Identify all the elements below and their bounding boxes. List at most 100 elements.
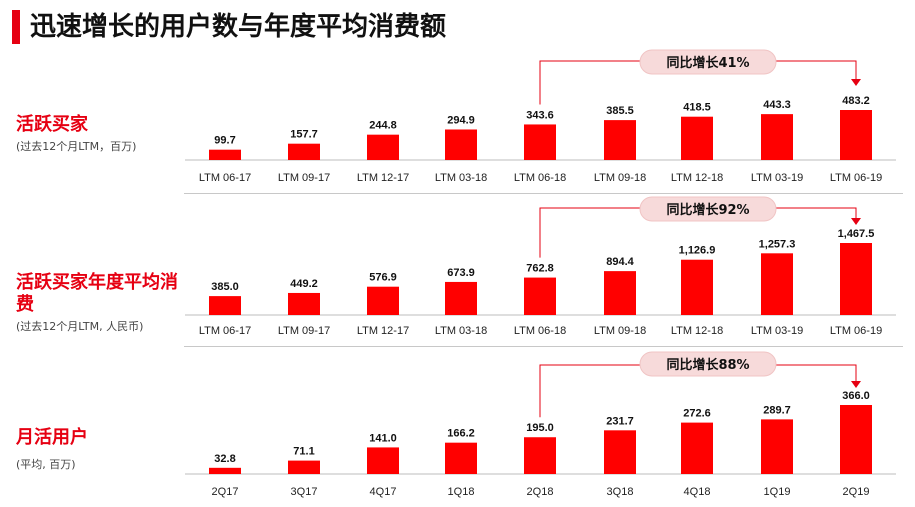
bar (840, 405, 872, 474)
bar (524, 124, 556, 160)
data-label: 294.9 (447, 114, 475, 126)
data-label: 576.9 (369, 272, 397, 284)
data-label: 385.0 (211, 281, 239, 293)
bar (288, 143, 320, 160)
data-label: 366.0 (842, 390, 870, 402)
data-label: 449.2 (290, 278, 318, 290)
bar (209, 467, 241, 474)
tick-label: LTM 06-17 (199, 325, 251, 337)
growth-arrowhead (851, 381, 861, 388)
panel-label-mau: 月活用户 (16, 427, 88, 448)
tick-label: LTM 12-17 (357, 172, 409, 184)
tick-label: LTM 12-18 (671, 325, 723, 337)
bar (681, 116, 713, 160)
growth-pill (639, 351, 777, 377)
tick-label: LTM 09-18 (594, 172, 646, 184)
bar (445, 129, 477, 160)
data-label: 166.2 (447, 428, 475, 440)
tick-label: LTM 06-19 (830, 172, 882, 184)
growth-pill (639, 196, 777, 222)
bar (524, 437, 556, 474)
tick-label: LTM 06-18 (514, 172, 566, 184)
data-label: 1,257.3 (759, 238, 796, 250)
data-label: 289.7 (763, 404, 791, 416)
bar (288, 460, 320, 474)
section-divider-2 (184, 346, 903, 347)
tick-label: LTM 03-18 (435, 325, 487, 337)
data-label: 195.0 (526, 422, 554, 434)
data-label: 1,126.9 (679, 245, 716, 257)
data-label: 1,467.5 (838, 228, 875, 240)
tick-label: 3Q18 (607, 486, 634, 498)
data-label: 673.9 (447, 267, 475, 279)
data-label: 418.5 (683, 102, 711, 114)
bar (681, 422, 713, 474)
bar (367, 447, 399, 474)
growth-pill (639, 49, 777, 75)
data-label: 244.8 (369, 120, 397, 132)
data-label: 141.0 (369, 432, 397, 444)
bar (209, 296, 241, 315)
growth-annotation-text: 同比增长88% (666, 357, 749, 373)
tick-label: LTM 03-18 (435, 172, 487, 184)
data-label: 343.6 (526, 109, 554, 121)
bar (604, 120, 636, 160)
bar (840, 110, 872, 160)
tick-label: 1Q18 (448, 486, 475, 498)
page-title: 迅速增长的用户数与年度平均消费额 (30, 12, 447, 42)
bar (604, 430, 636, 474)
bar (367, 286, 399, 315)
tick-label: 4Q17 (370, 486, 397, 498)
tick-label: 2Q18 (527, 486, 554, 498)
panel-sublabel-active-buyers: (过去12个月LTM，百万) (16, 140, 137, 153)
tick-label: 4Q18 (684, 486, 711, 498)
tick-label: LTM 03-19 (751, 172, 803, 184)
tick-label: LTM 09-17 (278, 325, 330, 337)
data-label: 32.8 (214, 453, 235, 465)
data-label: 99.7 (214, 135, 235, 147)
panel-label-annual-spending: 活跃买家年度平均消费 (16, 272, 178, 315)
bar (761, 114, 793, 160)
bar (840, 243, 872, 315)
data-label: 483.2 (842, 95, 870, 107)
data-label: 272.6 (683, 408, 711, 420)
tick-label: LTM 12-17 (357, 325, 409, 337)
growth-arrowhead (851, 218, 861, 225)
bar (761, 419, 793, 474)
bar (445, 442, 477, 474)
bar (524, 277, 556, 315)
data-label: 231.7 (606, 415, 634, 427)
bar (288, 292, 320, 315)
growth-arrowhead (851, 79, 861, 86)
tick-label: LTM 06-17 (199, 172, 251, 184)
tick-label: 2Q19 (843, 486, 870, 498)
data-label: 71.1 (293, 446, 314, 458)
section-divider-1 (184, 193, 903, 194)
panel-sublabel-mau: (平均, 百万) (16, 458, 76, 471)
tick-label: 2Q17 (212, 486, 239, 498)
tick-label: LTM 09-18 (594, 325, 646, 337)
title-accent-bar (12, 10, 20, 44)
panel-sublabel-annual-spending: (过去12个月LTM, 人民币) (16, 320, 144, 333)
bar (761, 253, 793, 315)
growth-annotation-text: 同比增长92% (666, 202, 749, 218)
bar (681, 259, 713, 315)
tick-label: 1Q19 (764, 486, 791, 498)
tick-label: LTM 06-18 (514, 325, 566, 337)
data-label: 762.8 (526, 263, 554, 275)
growth-annotation-text: 同比增长41% (666, 55, 749, 71)
tick-label: LTM 12-18 (671, 172, 723, 184)
tick-label: LTM 09-17 (278, 172, 330, 184)
bar (209, 149, 241, 160)
data-label: 157.7 (290, 129, 318, 141)
bar (367, 134, 399, 160)
data-label: 894.4 (606, 256, 634, 268)
bar (445, 281, 477, 315)
data-label: 385.5 (606, 105, 634, 117)
tick-label: 3Q17 (291, 486, 318, 498)
data-label: 443.3 (763, 99, 791, 111)
tick-label: LTM 03-19 (751, 325, 803, 337)
panel-label-active-buyers: 活跃买家 (16, 114, 88, 135)
bar (604, 271, 636, 315)
